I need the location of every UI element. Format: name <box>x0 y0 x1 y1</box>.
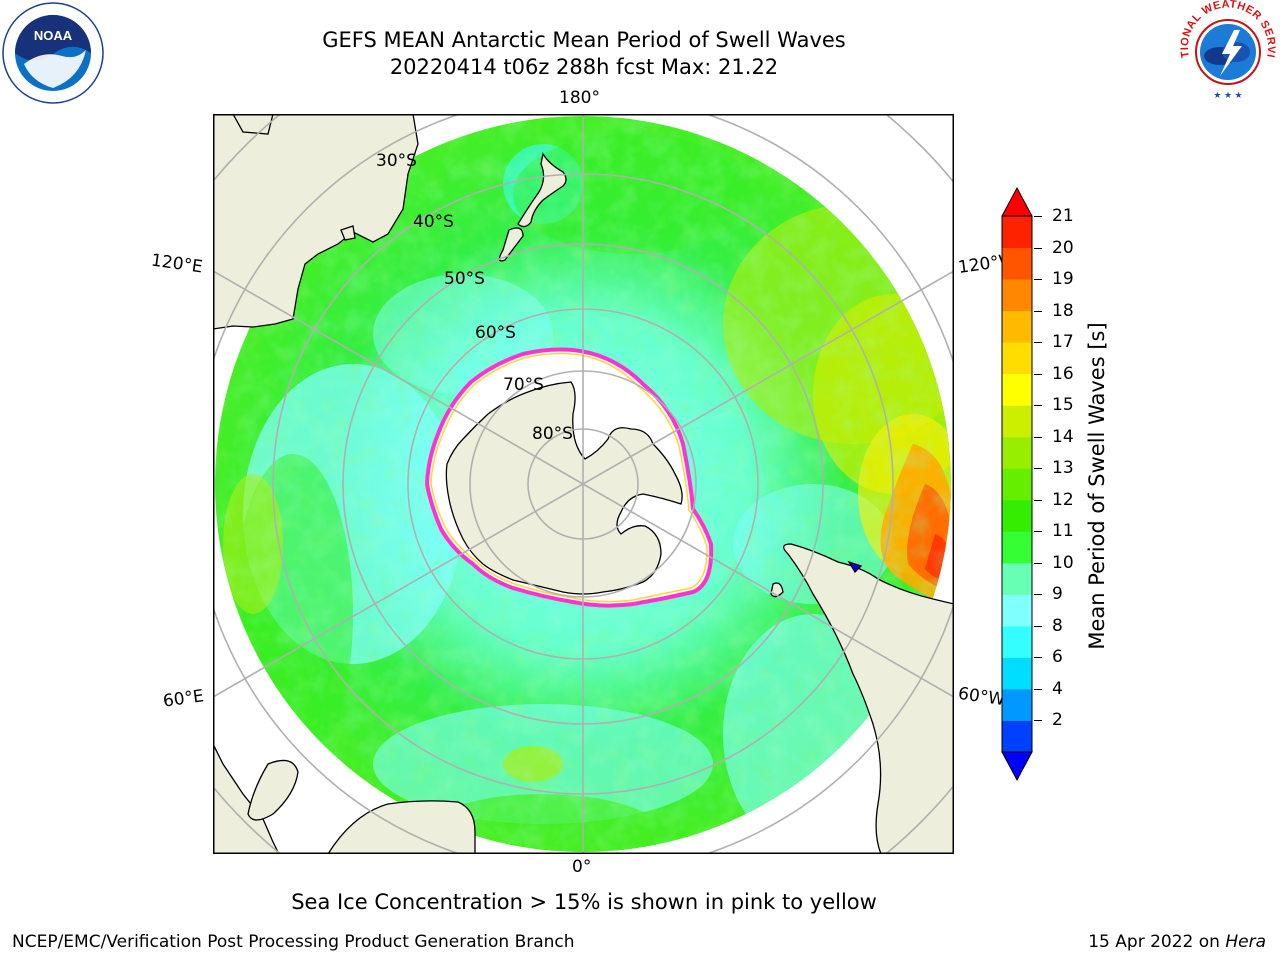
colorbar-tick-mark <box>1034 436 1042 438</box>
figure-subtitle: 20220414 t06z 288h fcst Max: 21.22 <box>389 55 779 79</box>
colorbar-tick-mark <box>1034 625 1042 627</box>
colorbar-tick-mark <box>1034 405 1042 407</box>
lon-label-60w: 60°W <box>956 683 1007 711</box>
colorbar-tick-label: 9 <box>1052 584 1063 605</box>
colorbar-tick-label: 8 <box>1052 615 1063 636</box>
map-border <box>213 114 954 854</box>
footer-credit: NCEP/EMC/Verification Post Processing Pr… <box>12 932 575 952</box>
colorbar-segment <box>1002 657 1032 690</box>
colorbar-tick-mark <box>1034 562 1042 564</box>
lon-label-180: 180° <box>559 88 600 108</box>
lat-label-40s: 40°S <box>413 212 454 232</box>
colorbar-tick-mark <box>1034 594 1042 596</box>
lat-label-30s: 30°S <box>376 151 417 171</box>
colorbar-tick-mark <box>1034 720 1042 722</box>
colorbar-segment <box>1002 216 1032 249</box>
colorbar-tick-label: 16 <box>1052 363 1074 384</box>
colorbar-tick-mark <box>1034 247 1042 249</box>
colorbar <box>1001 186 1033 782</box>
colorbar-segment <box>1002 405 1032 438</box>
colorbar-tick-label: 11 <box>1052 521 1074 542</box>
lon-label-0: 0° <box>572 857 592 877</box>
sea-ice-note: Sea Ice Concentration > 15% is shown in … <box>291 890 877 914</box>
footer-date-text: 15 Apr 2022 on <box>1088 932 1226 952</box>
colorbar-segment <box>1002 436 1032 469</box>
colorbar-segment <box>1002 342 1032 375</box>
colorbar-over-triangle <box>1001 186 1033 217</box>
colorbar-tick-label: 18 <box>1052 300 1074 321</box>
colorbar-tick-label: 13 <box>1052 458 1074 479</box>
lat-label-70s: 70°S <box>503 375 544 395</box>
colorbar-tick-mark <box>1034 216 1042 217</box>
colorbar-tick-label: 12 <box>1052 489 1074 510</box>
colorbar-segment <box>1002 594 1032 627</box>
svg-text:★ ★ ★: ★ ★ ★ <box>1213 90 1242 100</box>
colorbar-tick-label: 4 <box>1052 678 1063 699</box>
colorbar-tick-label: 14 <box>1052 426 1074 447</box>
colorbar-tick-mark <box>1034 279 1042 281</box>
colorbar-segment <box>1002 247 1032 280</box>
colorbar-under-triangle <box>1001 751 1033 782</box>
colorbar-tick-mark <box>1034 310 1042 312</box>
colorbar-tick-mark <box>1034 499 1042 501</box>
lon-label-60e: 60°E <box>161 686 206 712</box>
noaa-logo-text: NOAA <box>34 28 73 43</box>
colorbar-segment <box>1002 279 1032 312</box>
lon-label-120e: 120°E <box>149 250 204 278</box>
colorbar-tick-mark <box>1034 468 1042 470</box>
colorbar-tick-label: 19 <box>1052 269 1074 290</box>
footer-machine: Hera <box>1225 932 1266 952</box>
colorbar-tick-mark <box>1034 657 1042 659</box>
colorbar-tick-label: 2 <box>1052 710 1063 731</box>
colorbar-segment <box>1002 310 1032 343</box>
colorbar-tick-label: 20 <box>1052 237 1074 258</box>
colorbar-tick-label: 17 <box>1052 332 1074 353</box>
colorbar-segment <box>1002 625 1032 658</box>
colorbar-tick-label: 10 <box>1052 552 1074 573</box>
colorbar-tick-mark <box>1034 373 1042 375</box>
colorbar-tick-mark <box>1034 342 1042 344</box>
noaa-logo: NOAA <box>2 2 104 104</box>
lat-label-60s: 60°S <box>475 323 516 343</box>
colorbar-segment <box>1002 562 1032 595</box>
colorbar-label: Mean Period of Swell Waves [s] <box>1085 322 1109 650</box>
colorbar-segment <box>1002 468 1032 501</box>
colorbar-tick-label: 21 <box>1052 206 1074 226</box>
lat-label-80s: 80°S <box>532 424 573 444</box>
footer-date: 15 Apr 2022 on Hera <box>1088 932 1266 952</box>
colorbar-segment <box>1002 688 1032 721</box>
colorbar-tick-mark <box>1034 688 1042 690</box>
colorbar-tick-mark <box>1034 531 1042 533</box>
figure-title: GEFS MEAN Antarctic Mean Period of Swell… <box>322 28 846 52</box>
colorbar-segment <box>1002 373 1032 406</box>
nws-logo: NATIONAL WEATHER SERVICE ★ ★ ★ <box>1176 0 1278 102</box>
graticule <box>213 114 954 854</box>
antarctica <box>445 381 683 595</box>
colorbar-tick-label: 6 <box>1052 647 1063 668</box>
colorbar-tick-label: 15 <box>1052 395 1074 416</box>
colorbar-segment <box>1002 720 1032 753</box>
colorbar-segment <box>1002 499 1032 532</box>
polar-map <box>213 114 954 854</box>
lat-label-50s: 50°S <box>444 269 485 289</box>
colorbar-segment <box>1002 531 1032 564</box>
